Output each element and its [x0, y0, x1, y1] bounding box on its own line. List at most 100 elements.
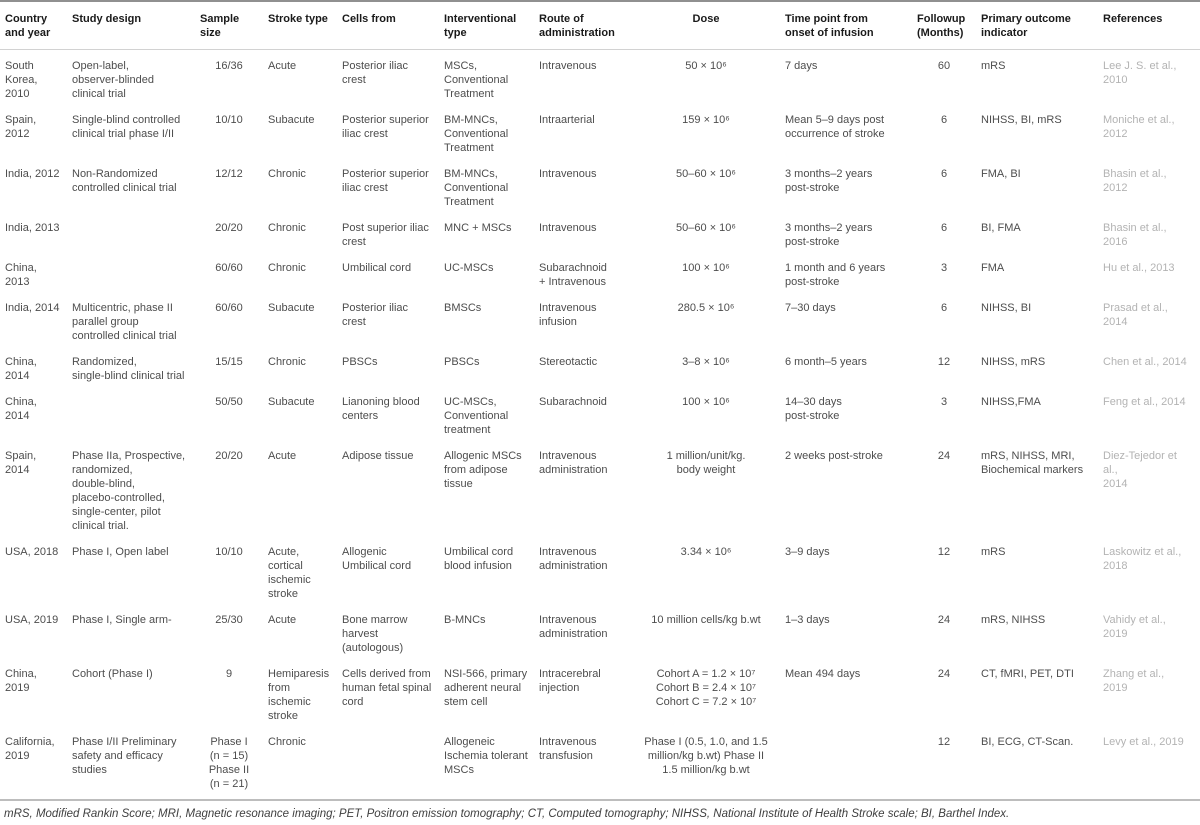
column-header-study_design: Study design: [72, 1, 200, 50]
reference-link[interactable]: Laskowitz et al., 2018: [1103, 546, 1182, 572]
cell-study_design: Non-Randomized controlled clinical trial: [72, 168, 177, 194]
cell-time_point: 7–30 days: [785, 302, 836, 314]
header-row: Country and year Study design Sample size S…: [0, 1, 1200, 50]
cell-country: China, 2014: [5, 396, 37, 422]
cell-stroke_type: Acute: [268, 450, 297, 462]
cell-time_point: 3 months–2 years post-stroke: [785, 222, 873, 248]
cell-time_point: [785, 729, 917, 797]
cell-followup: 12: [937, 356, 951, 368]
cell-followup: 60: [937, 60, 951, 72]
reference-link[interactable]: Prasad et al., 2014: [1103, 302, 1168, 328]
cell-followup: 24: [937, 614, 951, 626]
cell-time_point: 2 weeks post-stroke: [785, 450, 883, 462]
cell-country: India, 2013: [5, 222, 60, 234]
table-row: California, 2019 Phase I/II Preliminary s…: [0, 729, 1200, 797]
cell-route: Intravenous: [539, 60, 597, 72]
cell-primary_outcome: FMA: [981, 262, 1005, 274]
cell-primary_outcome: NIHSS, mRS: [981, 356, 1046, 368]
cell-route: Intravenous infusion: [539, 302, 597, 328]
cell-sample_size: 10/10: [215, 114, 243, 126]
cell-stroke_type: Acute, cortical ischemic stroke: [268, 546, 311, 600]
reference-link[interactable]: Lee J. S. et al., 2010: [1103, 60, 1177, 86]
reference-link[interactable]: Moniche et al., 2012: [1103, 114, 1175, 140]
table-header: Country and year Study design Sample size S…: [0, 1, 1200, 50]
cell-followup: 6: [940, 114, 948, 126]
cell-route: Intravenous administration: [539, 614, 608, 640]
cell-cells_from: Cells derived from human fetal spinal co…: [342, 668, 432, 708]
cell-stroke_type: Subacute: [268, 114, 315, 126]
table-footnote: mRS, Modified Rankin Score; MRI, Magneti…: [0, 799, 1200, 825]
table-row: South Korea, 2010 Open-label, observer-bl…: [0, 50, 1200, 108]
cell-time_point: 14–30 days post-stroke: [785, 396, 842, 422]
cell-time_point: Mean 494 days: [785, 668, 861, 680]
cell-stroke_type: Subacute: [268, 302, 315, 314]
reference-link[interactable]: Hu et al., 2013: [1103, 262, 1175, 274]
reference-link[interactable]: Levy et al., 2019: [1103, 736, 1184, 748]
cell-followup: 6: [940, 302, 948, 314]
cell-primary_outcome: mRS, NIHSS, MRI, Biochemical markers: [981, 450, 1084, 476]
cell-interventional: MSCs, Conventional Treatment: [444, 60, 509, 100]
cell-dose: 1 million/unit/kg. body weight: [666, 450, 746, 476]
cell-interventional: PBSCs: [444, 356, 480, 368]
cell-country: China, 2019: [5, 668, 37, 694]
table-row: India, 2012 Non-Randomized controlled cli…: [0, 161, 1200, 215]
reference-link[interactable]: Vahidy et al., 2019: [1103, 614, 1166, 640]
cell-cells_from: [342, 729, 444, 797]
cell-primary_outcome: BI, ECG, CT-Scan.: [981, 736, 1074, 748]
cell-sample_size: 60/60: [215, 262, 243, 274]
reference-link[interactable]: Bhasin et al., 2012: [1103, 168, 1167, 194]
cell-primary_outcome: CT, fMRI, PET, DTI: [981, 668, 1074, 680]
cell-primary_outcome: mRS: [981, 546, 1006, 558]
table-row: Spain, 2014 Phase IIa, Prospective, rando…: [0, 443, 1200, 539]
cell-followup: 3: [940, 262, 948, 274]
reference-link[interactable]: Chen et al., 2014: [1103, 356, 1187, 368]
reference-link[interactable]: Diez-Tejedor et al., 2014: [1103, 450, 1177, 490]
cell-route: Subarachnoid + Intravenous: [539, 262, 607, 288]
cell-dose: Cohort A = 1.2 × 10⁷ Cohort B = 2.4 × 10…: [655, 668, 757, 708]
column-header-country: Country and year: [0, 1, 72, 50]
cell-dose: 50 × 10⁶: [685, 60, 727, 72]
table-row: China, 2014 50/50 Subacute Lianoning blood …: [0, 389, 1200, 443]
reference-link[interactable]: Bhasin et al., 2016: [1103, 222, 1167, 248]
cell-dose: 50–60 × 10⁶: [676, 168, 736, 180]
column-header-dose: Dose: [637, 1, 785, 50]
cell-followup: 24: [937, 668, 951, 680]
table-row: India, 2014 Multicentric, phase II parall…: [0, 295, 1200, 349]
cell-cells_from: Umbilical cord: [342, 262, 412, 274]
cell-route: Intracerebral injection: [539, 668, 601, 694]
cell-cells_from: Allogenic Umbilical cord: [342, 546, 412, 572]
reference-link[interactable]: Feng et al., 2014: [1103, 396, 1186, 408]
column-header-time_point: Time point from onset of infusion: [785, 1, 917, 50]
cell-time_point: 3–9 days: [785, 546, 830, 558]
cell-time_point: 7 days: [785, 60, 818, 72]
cell-stroke_type: Chronic: [268, 736, 306, 748]
cell-interventional: BM-MNCs, Conventional Treatment: [444, 114, 509, 154]
cell-cells_from: Posterior iliac crest: [342, 302, 409, 328]
cell-interventional: B-MNCs: [444, 614, 486, 626]
cell-interventional: BMSCs: [444, 302, 482, 314]
cell-sample_size: Phase I (n = 15) Phase II (n = 21): [208, 736, 250, 790]
cell-route: Intravenous: [539, 222, 597, 234]
cell-sample_size: 60/60: [215, 302, 243, 314]
cell-followup: 12: [937, 736, 951, 748]
cell-followup: 3: [940, 396, 948, 408]
cell-study_design: Phase I/II Preliminary safety and effica…: [72, 736, 177, 776]
cell-dose: 100 × 10⁶: [682, 262, 730, 274]
column-header-sample_size: Sample size: [200, 1, 268, 50]
reference-link[interactable]: Zhang et al., 2019: [1103, 668, 1165, 694]
table-body: South Korea, 2010 Open-label, observer-bl…: [0, 50, 1200, 798]
cell-country: USA, 2019: [5, 614, 59, 626]
cell-study_design: Phase I, Single arm-: [72, 614, 172, 626]
cell-stroke_type: Acute: [268, 60, 297, 72]
cell-interventional: Allogenic MSCs from adipose tissue: [444, 450, 522, 490]
cell-study_design: [72, 389, 200, 443]
column-header-interventional: Interventional type: [444, 1, 539, 50]
cell-country: USA, 2018: [5, 546, 59, 558]
cell-followup: 6: [940, 168, 948, 180]
cell-country: California, 2019: [5, 736, 55, 762]
table-row: USA, 2018 Phase I, Open label 10/10 Acute, …: [0, 539, 1200, 607]
cell-time_point: Mean 5–9 days post occurrence of stroke: [785, 114, 885, 140]
table-row: India, 2013 20/20 Chronic Post superior ili…: [0, 215, 1200, 255]
cell-cells_from: Lianoning blood centers: [342, 396, 420, 422]
cell-dose: 159 × 10⁶: [682, 114, 730, 126]
